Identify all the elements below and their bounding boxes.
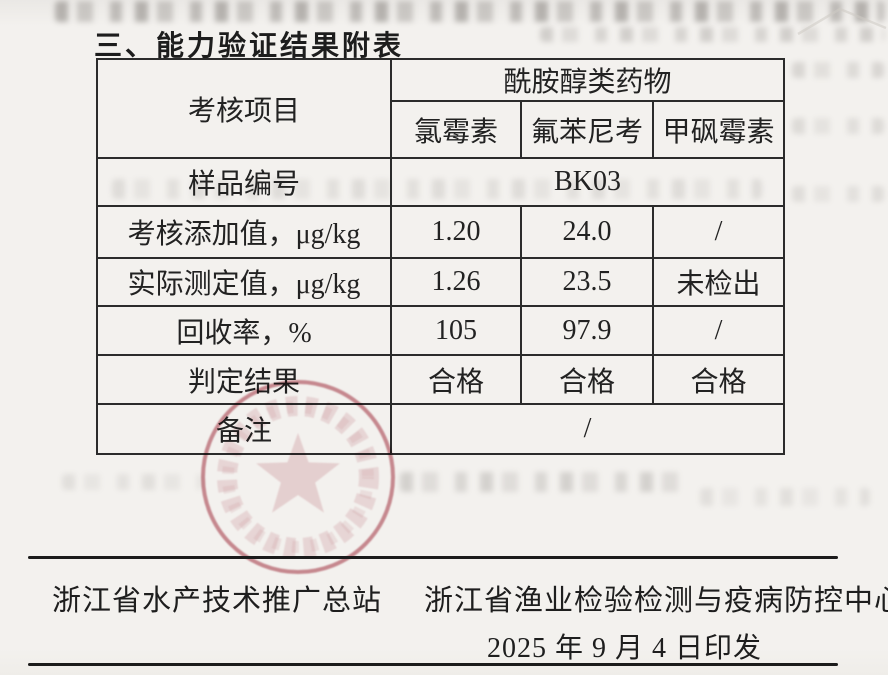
spiked-florfenicol: 24.0 — [520, 205, 654, 259]
bleed-through-smudge — [792, 118, 884, 134]
row-remark: 备注 / — [96, 403, 785, 455]
seal-ring — [201, 380, 395, 574]
row-spiked-value: 考核添加值，μg/kg 1.20 24.0 / — [96, 205, 785, 259]
remark-value: / — [390, 403, 785, 455]
star-icon — [256, 433, 340, 513]
seal-text-ring — [222, 401, 374, 553]
bleed-through-smudge — [540, 27, 885, 42]
table-row: 考核项目 酰胺醇类药物 — [96, 58, 785, 159]
judgement-chloramphenicol: 合格 — [390, 354, 522, 405]
measured-chloramphenicol: 1.26 — [390, 257, 522, 307]
bleed-through-smudge — [700, 488, 870, 506]
measured-thiamphenicol: 未检出 — [652, 257, 785, 307]
section-title: 三、能力验证结果附表 — [94, 30, 405, 61]
issue-date: 2025 年 9 月 4 日印发 — [487, 633, 763, 664]
bleed-through-smudge — [792, 62, 884, 78]
row-label: 实际测定值，μg/kg — [96, 257, 392, 307]
footer-bottom-rule — [28, 663, 838, 666]
spiked-chloramphenicol: 1.20 — [390, 205, 522, 259]
col-header-florfenicol: 氟苯尼考 — [520, 100, 654, 159]
bleed-through-smudge — [792, 186, 884, 202]
bleed-through-smudge — [62, 474, 202, 490]
spiked-thiamphenicol: / — [652, 205, 785, 259]
row-measured-value: 实际测定值，μg/kg 1.26 23.5 未检出 — [96, 257, 785, 307]
row-sample-number: 样品编号 BK03 — [96, 157, 785, 207]
sample-number-value: BK03 — [390, 157, 785, 207]
row-label: 考核添加值，μg/kg — [96, 205, 392, 259]
issuer-line: 浙江省水产技术推广总站 浙江省渔业检验检测与疫病防控中心 — [52, 577, 888, 619]
judgement-florfenicol: 合格 — [520, 354, 654, 405]
footer-top-rule — [28, 556, 838, 559]
issuer-right: 浙江省渔业检验检测与疫病防控中心 — [424, 585, 888, 617]
row-label: 回收率，% — [96, 305, 392, 356]
col-header-chloramphenicol: 氯霉素 — [390, 100, 522, 159]
official-seal-stamp — [201, 380, 395, 574]
row-label: 样品编号 — [96, 157, 392, 207]
row-recovery-rate: 回收率，% 105 97.9 / — [96, 305, 785, 356]
table-group-header: 酰胺醇类药物 — [390, 58, 785, 102]
bleed-through-smudge — [55, 1, 885, 22]
issuer-left: 浙江省水产技术推广总站 — [52, 585, 383, 617]
col-header-thiamphenicol: 甲砜霉素 — [652, 100, 785, 159]
table-row: 氯霉素 氟苯尼考 甲砜霉素 — [97, 100, 785, 159]
recovery-thiamphenicol: / — [652, 305, 785, 356]
judgement-thiamphenicol: 合格 — [652, 354, 785, 405]
paper-crease-mark — [797, 7, 887, 36]
measured-florfenicol: 23.5 — [520, 257, 654, 307]
recovery-florfenicol: 97.9 — [520, 305, 654, 356]
table-corner-header: 考核项目 — [96, 58, 392, 159]
bleed-through-smudge — [400, 472, 690, 492]
recovery-chloramphenicol: 105 — [390, 305, 522, 356]
